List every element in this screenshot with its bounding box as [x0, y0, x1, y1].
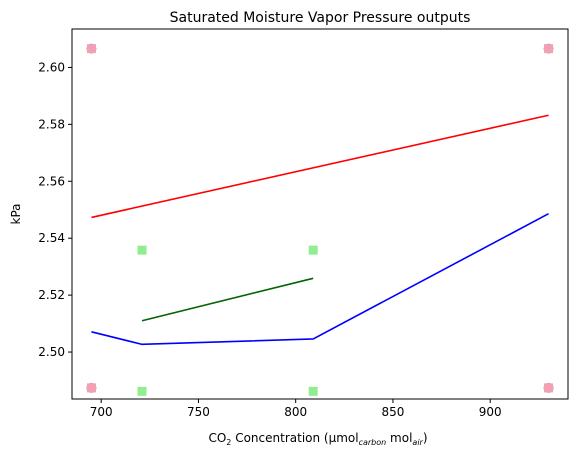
y-tick-label-5: 2.60 [38, 60, 65, 74]
x-label-sub-2: 2 [226, 438, 231, 447]
scatter-point-2-2 [308, 245, 318, 255]
series-line-0 [91, 114, 549, 219]
plot-frame [71, 28, 569, 400]
x-tick-label-1: 750 [187, 405, 210, 419]
y-axis-label: kPa [9, 204, 23, 225]
x-label-sub-air: air [412, 438, 423, 447]
y-tick-label-0: 2.50 [38, 345, 65, 359]
scatter-point-2-3 [308, 386, 318, 396]
x-axis-label: CO2 Concentration (μmolcarbon molair) [208, 431, 427, 447]
scatter-point-1-2 [544, 44, 554, 54]
scatter-point-1-1 [86, 383, 96, 393]
scatter-point-2-0 [137, 245, 147, 255]
x-label-sub-carbon: carbon [359, 438, 387, 447]
x-label-prefix: CO [208, 431, 226, 445]
y-tick-label-3: 2.56 [38, 174, 65, 188]
y-tick-label-2: 2.54 [38, 231, 65, 245]
series-line-2 [141, 277, 314, 322]
y-axis-ticks: 2.50 2.52 2.54 2.56 2.58 2.60 [38, 60, 72, 359]
x-label-middle: Concentration (μmol [231, 431, 358, 445]
x-tick-label-0: 700 [90, 405, 113, 419]
scatter-point-2-1 [137, 386, 147, 396]
chart-title: Saturated Moisture Vapor Pressure output… [170, 10, 471, 26]
y-tick-label-1: 2.52 [38, 288, 65, 302]
plot-marks [86, 43, 554, 396]
x-tick-label-4: 900 [479, 405, 502, 419]
scatter-point-1-3 [544, 383, 554, 393]
x-axis-ticks: 700 750 800 850 900 [90, 399, 502, 419]
x-tick-label-2: 800 [284, 405, 307, 419]
y-tick-label-4: 2.58 [38, 117, 65, 131]
series-line-1 [91, 213, 549, 346]
x-label-middle2: mol [386, 431, 412, 445]
scatter-point-1-0 [86, 44, 96, 54]
x-tick-label-3: 850 [381, 405, 404, 419]
x-label-suffix: ) [423, 431, 428, 445]
